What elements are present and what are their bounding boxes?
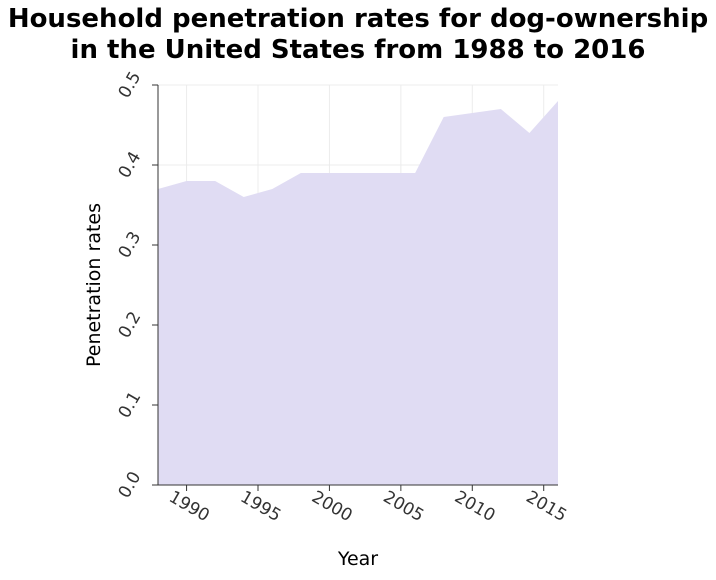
y-tick-label: 0.5 (115, 68, 146, 101)
x-tick-label: 2015 (522, 487, 569, 526)
y-tick-label: 0.2 (115, 308, 146, 341)
y-tick-label: 0.0 (115, 468, 146, 501)
plot-area (158, 101, 558, 485)
x-axis-title: Year (337, 548, 378, 570)
chart-title-line-1: Household penetration rates for dog-owne… (7, 4, 709, 34)
chart-title: Household penetration rates for dog-owne… (0, 4, 716, 66)
x-tick-label: 2010 (451, 487, 498, 526)
area-series-0 (158, 101, 558, 485)
chart-title-line-2: in the United States from 1988 to 2016 (70, 35, 646, 65)
y-tick-label: 0.4 (115, 148, 146, 181)
x-tick-label: 1995 (237, 487, 284, 526)
x-tick-label: 2000 (308, 487, 355, 526)
y-tick-label: 0.1 (115, 388, 146, 421)
x-tick-label: 1990 (165, 487, 212, 526)
y-axis-title: Penetration rates (83, 203, 105, 367)
y-tick-label: 0.3 (115, 228, 146, 261)
axes (152, 84, 558, 491)
x-tick-label: 2005 (380, 487, 427, 526)
